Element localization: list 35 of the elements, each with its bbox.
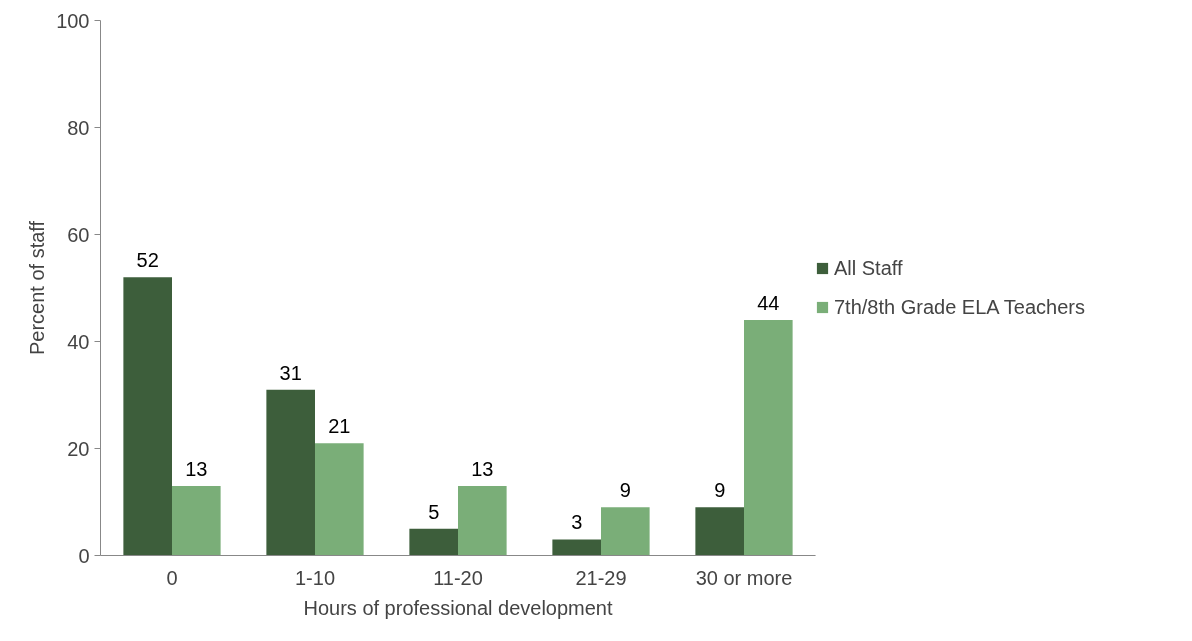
data-label: 5 bbox=[428, 500, 440, 523]
data-label: 9 bbox=[714, 479, 726, 502]
bar bbox=[315, 443, 364, 556]
bar bbox=[744, 320, 793, 556]
bar bbox=[458, 485, 507, 556]
y-tick-label: 100 bbox=[56, 9, 90, 32]
data-label: 13 bbox=[185, 457, 208, 480]
x-tick-label: 11-20 bbox=[433, 566, 483, 589]
bar bbox=[601, 507, 650, 556]
x-tick-label: 21-29 bbox=[575, 566, 627, 589]
data-label: 13 bbox=[471, 457, 494, 480]
data-label: 52 bbox=[136, 249, 159, 272]
data-label: 3 bbox=[571, 511, 583, 534]
bar bbox=[409, 528, 458, 556]
y-tick-label: 60 bbox=[67, 223, 90, 246]
bar bbox=[123, 277, 172, 556]
data-label: 9 bbox=[619, 479, 631, 502]
legend-label: All Staff bbox=[834, 256, 903, 280]
y-tick-label: 0 bbox=[78, 544, 90, 567]
data-label: 21 bbox=[328, 415, 351, 438]
y-tick-label: 20 bbox=[67, 437, 90, 460]
data-label: 31 bbox=[279, 361, 302, 384]
y-tick-label: 80 bbox=[67, 116, 90, 139]
x-axis-title: Hours of professional development bbox=[303, 596, 613, 619]
bar bbox=[695, 507, 744, 556]
x-tick-label: 0 bbox=[166, 566, 178, 589]
bar bbox=[266, 389, 315, 556]
data-label: 44 bbox=[757, 292, 780, 315]
y-tick-label: 40 bbox=[67, 330, 90, 353]
bar bbox=[552, 539, 601, 556]
legend-label: 7th/8th Grade ELA Teachers bbox=[834, 295, 1085, 319]
y-axis-title: Percent of staff bbox=[26, 220, 49, 356]
x-tick-label: 30 or more bbox=[695, 566, 793, 589]
bar bbox=[172, 485, 221, 556]
x-tick-label: 1-10 bbox=[294, 566, 336, 589]
